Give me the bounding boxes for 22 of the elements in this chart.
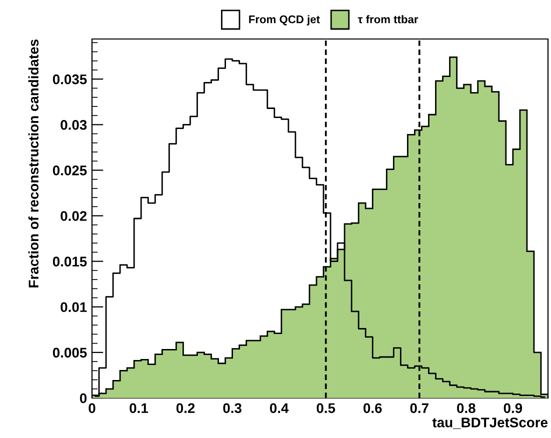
- x-tick-label: 0.7: [410, 403, 428, 414]
- y-tick-label: 0.025: [52, 166, 87, 176]
- x-tick-label: 0.4: [270, 403, 289, 414]
- legend-label: τ from ttbar: [358, 15, 418, 24]
- legend-label: From QCD jet: [249, 15, 320, 26]
- y-tick-label: 0.015: [52, 256, 87, 266]
- y-tick-label: 0.035: [52, 74, 87, 84]
- y-tick-label: 0.005: [52, 348, 87, 358]
- x-tick-label: 0.9: [504, 403, 522, 414]
- y-tick-label: 0.03: [60, 120, 87, 130]
- x-tick-label: 0.1: [130, 403, 148, 414]
- y-tick-label: 0: [80, 393, 87, 404]
- x-tick-label: 0.6: [364, 403, 382, 414]
- y-axis-title: Fraction of reconstruction candidates: [28, 40, 39, 288]
- x-tick-label: 0: [88, 403, 96, 414]
- x-tick-label: 0.2: [176, 403, 195, 414]
- y-tick-label: 0.01: [60, 302, 87, 312]
- y-tick-label: 0.02: [60, 211, 87, 221]
- x-axis-title: tau_BDTJetScore: [432, 418, 548, 429]
- x-tick-label: 0.5: [316, 403, 336, 414]
- x-tick-label: 0.8: [457, 403, 476, 414]
- x-tick-label: 0.3: [223, 403, 242, 414]
